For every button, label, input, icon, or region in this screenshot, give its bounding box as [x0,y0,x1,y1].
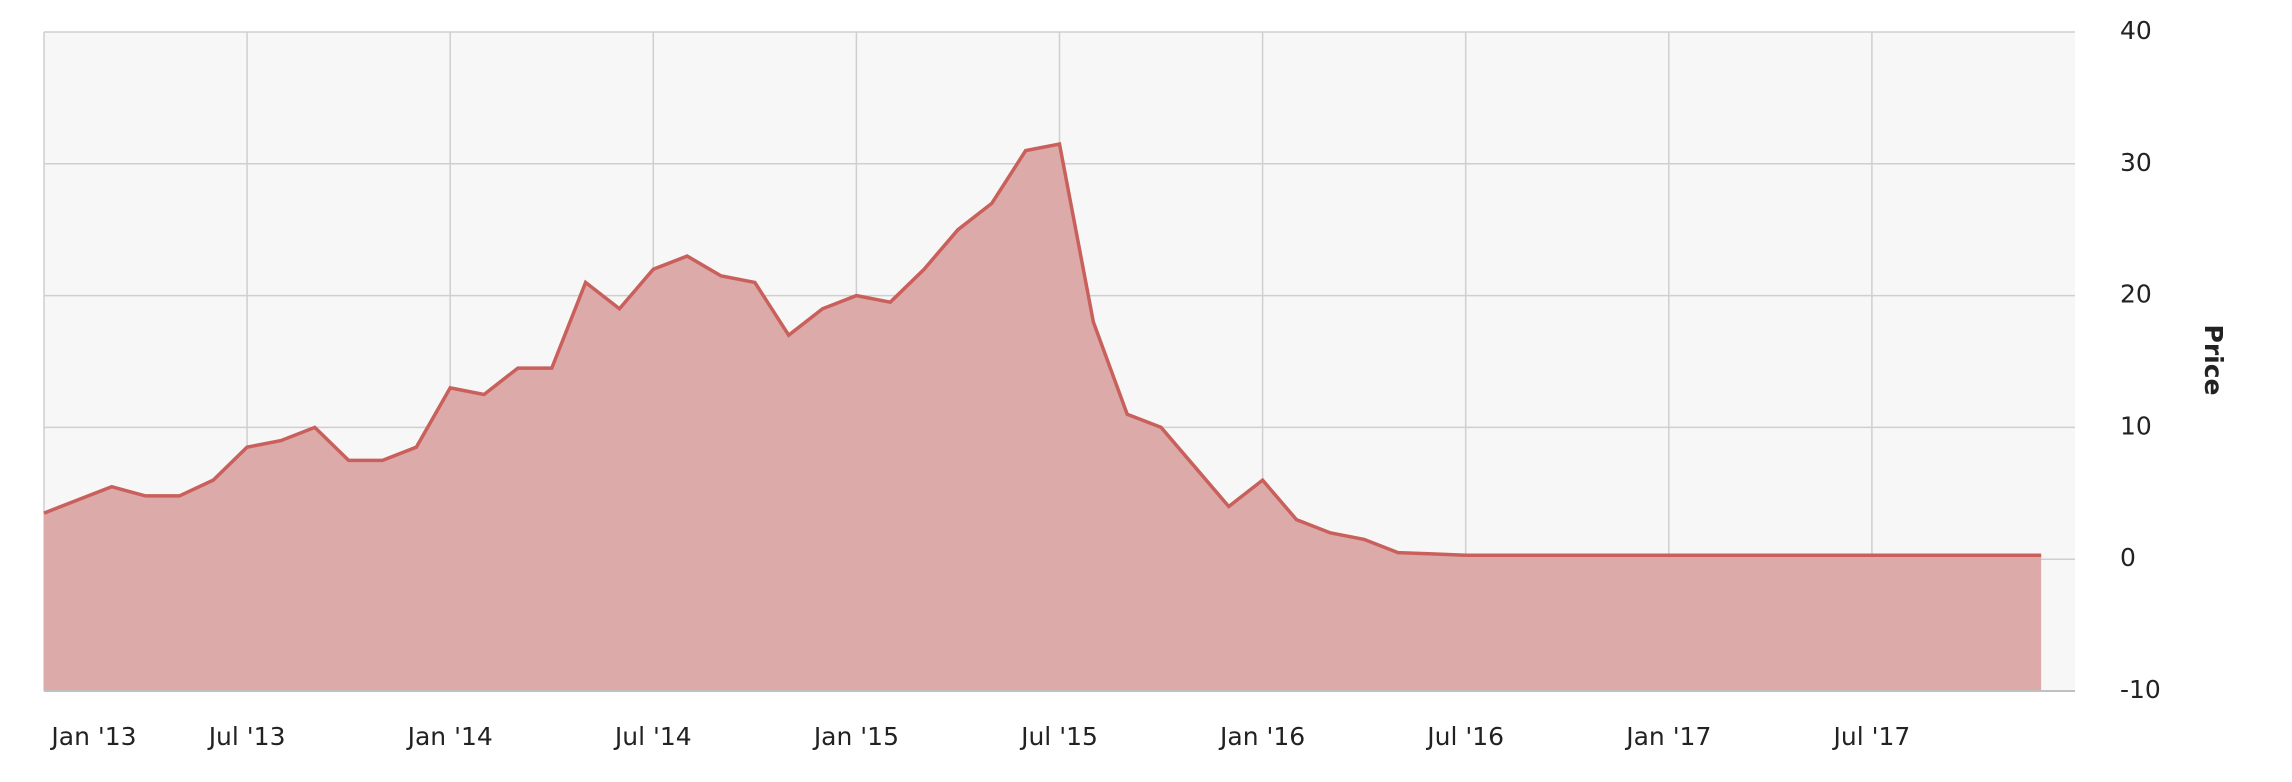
x-tick-label: Jan '14 [406,722,493,751]
x-tick-label: Jul '13 [207,722,286,751]
area-line [43,141,2042,557]
x-tick-label: Jan '16 [1218,722,1305,751]
y-axis-title: Price [2199,325,2228,396]
y-tick-label: 0 [2120,543,2136,572]
x-tick-label: Jan '15 [812,722,899,751]
y-tick-label: 10 [2120,411,2152,440]
y-tick-label: 30 [2120,148,2152,177]
x-tick-label: Jul '17 [1832,722,1911,751]
x-tick-label: Jan '17 [1624,722,1711,751]
y-tick-label: 40 [2120,16,2152,45]
x-tick-label: Jul '14 [613,722,692,751]
y-tick-label: 20 [2120,280,2152,309]
area-fill [44,144,2042,691]
y-tick-label: -10 [2120,675,2161,704]
x-tick-label: Jan '13 [49,722,136,751]
x-tick-label: Jul '16 [1425,722,1504,751]
x-tick-label: Jul '15 [1019,722,1098,751]
